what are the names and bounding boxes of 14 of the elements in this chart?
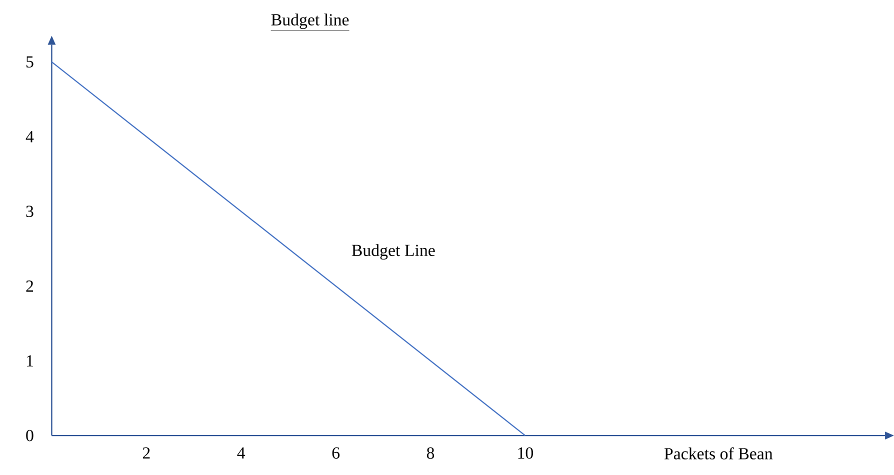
- y-tick-label: 0: [26, 430, 34, 442]
- y-tick-label: 1: [26, 355, 33, 366]
- chart-title: Budget line: [271, 13, 349, 29]
- x-tick-label: 10: [518, 447, 534, 459]
- x-tick-label: 4: [237, 447, 246, 458]
- y-tick-label: 3: [26, 206, 34, 217]
- y-tick-label: 2: [26, 280, 34, 292]
- x-axis-title: Packets of Bean: [664, 447, 773, 460]
- x-tick-label: 2: [142, 447, 150, 458]
- x-tick-label: 6: [332, 447, 340, 459]
- annotation: Budget Line: [352, 244, 435, 260]
- y-tick-label: 4: [26, 130, 34, 142]
- y-tick-label: 5: [26, 56, 34, 68]
- x-tick-label: 8: [426, 447, 434, 459]
